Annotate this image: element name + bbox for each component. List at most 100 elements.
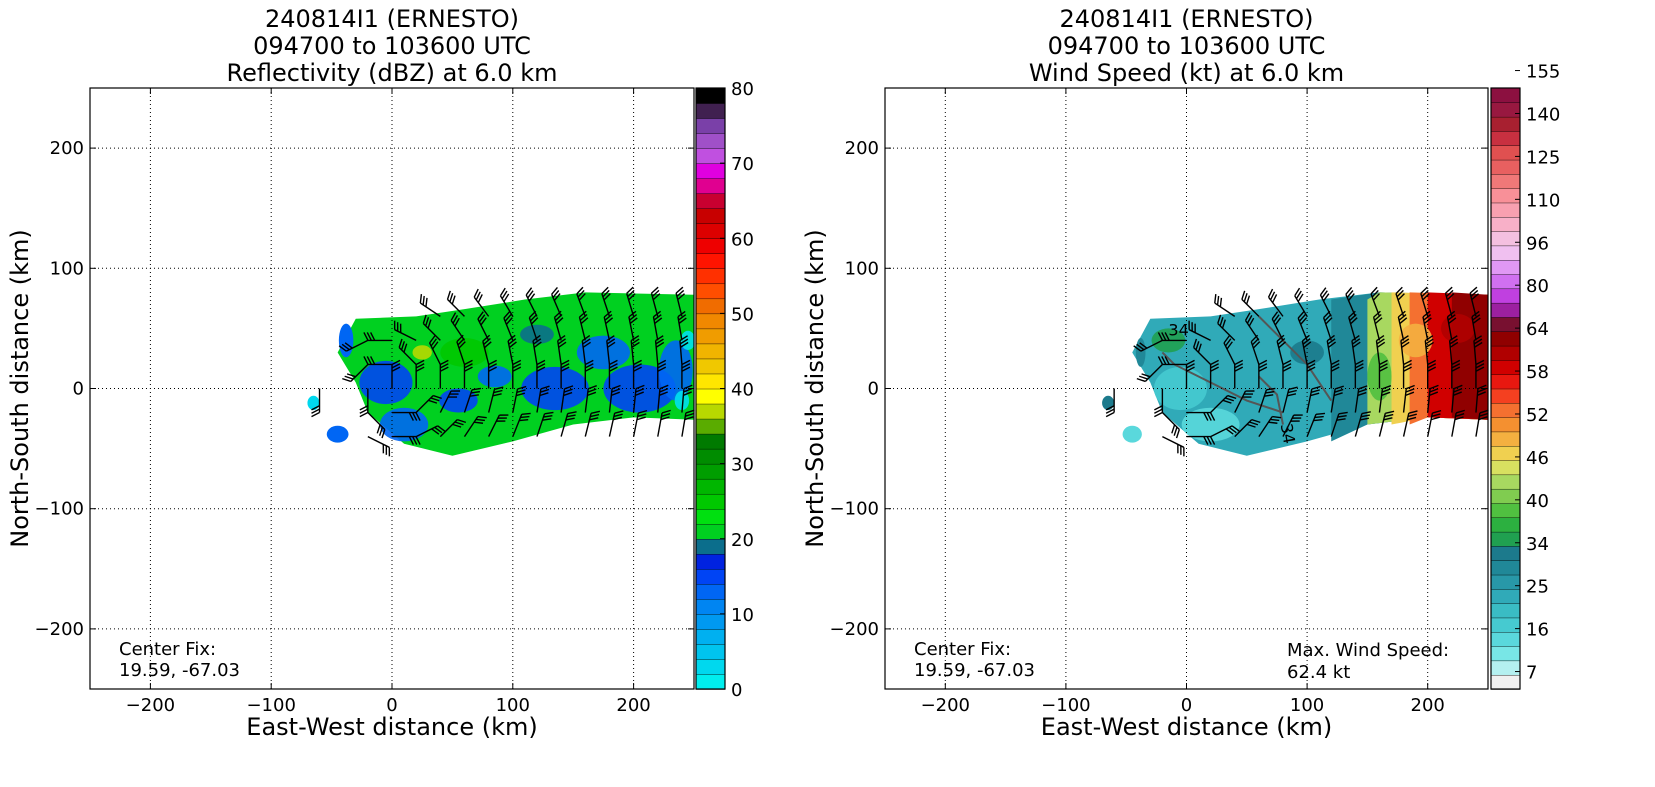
wind-barb-flag-42-1 [536, 363, 546, 369]
wind-barb-flag-34-0 [521, 412, 531, 415]
wind-barb-flag-76-1 [685, 412, 695, 417]
left-center-fix-value: 19.59, -67.03 [119, 660, 240, 681]
wind-barb-11 [415, 425, 438, 438]
wind-barb-flag-57-2 [1372, 293, 1380, 301]
wind-barb-flag-26-2 [1248, 317, 1255, 327]
right-colorbar-seg-15 [1490, 459, 1521, 476]
wind-barb-23 [463, 389, 473, 413]
wind-barb-flag-42-1 [1330, 363, 1340, 369]
right-colorbar-seg-9 [1490, 545, 1521, 561]
right-colorbar-seg-18 [1490, 416, 1521, 433]
wind-barb-flag-0-1 [311, 408, 320, 414]
wind-barb-flag-56-0 [1373, 310, 1381, 318]
wind-barb-flag-54-2 [584, 366, 594, 372]
wind-barb-flag-66-1 [1427, 363, 1437, 369]
wind-barb-flag-54-0 [1379, 359, 1388, 366]
wind-barb-21 [1214, 302, 1236, 317]
windspeed-outlier-0 [1102, 395, 1115, 411]
wind-barb-flag-66-0 [1427, 359, 1437, 366]
wind-barb-flag-39-2 [503, 293, 510, 302]
wind-barb-flag-64-1 [637, 413, 647, 418]
wind-barb-flag-53-2 [587, 391, 597, 397]
wind-barb-flag-12-1 [1224, 397, 1234, 402]
wind-barb-flag-51-2 [553, 293, 561, 301]
wind-barb-74 [1446, 316, 1453, 341]
left-colorbar-seg-20 [695, 373, 726, 390]
wind-barb-25 [1250, 341, 1260, 365]
wind-barb-flag-65-2 [1429, 391, 1439, 396]
wind-barb-flag-59-1 [611, 388, 621, 393]
wind-barb-flag-4-2 [1141, 373, 1151, 378]
wind-barb-74 [652, 316, 659, 341]
wind-barb-flag-10-0 [1157, 332, 1164, 341]
right-xtick-label-0: −200 [921, 695, 970, 716]
right-colorbar-seg-34 [1490, 187, 1521, 204]
wind-barb-flag-49-2 [558, 341, 567, 348]
wind-barb-4 [1144, 363, 1163, 382]
wind-barb-flag-7-1 [1206, 412, 1212, 421]
wind-barb-flag-44-1 [1324, 313, 1332, 322]
wind-barb-61 [1400, 340, 1405, 365]
right-colorbar-seg-26 [1490, 302, 1521, 318]
wind-barb-flag-58-1 [1407, 413, 1417, 418]
wind-barb-flag-37-1 [1302, 338, 1311, 345]
left-colorbar-seg-18 [695, 403, 726, 420]
wind-barb-flag-67-1 [1425, 338, 1434, 345]
wind-barb-flag-58-1 [613, 413, 623, 418]
wind-barb-flag-8-0 [1186, 359, 1195, 366]
wind-barb-flag-4-0 [1136, 377, 1146, 383]
wind-barb-flag-78-1 [1475, 363, 1485, 369]
wind-barb-flag-39-2 [1297, 293, 1304, 302]
wind-barb-flag-77-1 [683, 387, 693, 393]
wind-barb-14 [1193, 346, 1212, 365]
wind-barb-62 [603, 316, 611, 341]
wind-barb-flag-29-1 [493, 389, 503, 394]
wind-barb-flag-35-2 [515, 392, 526, 397]
wind-barb-34 [1306, 414, 1317, 437]
wind-barb-flag-71-2 [659, 391, 668, 396]
left-colorbar-label-0: 0 [731, 680, 742, 701]
wind-barb-flag-22-2 [1268, 421, 1278, 424]
left-colorbar-label-3: 30 [731, 455, 754, 476]
left-colorbar: 0 10 20 30 40 50 60 70 80 [695, 79, 754, 701]
wind-barb-flag-14-1 [1195, 341, 1200, 351]
wind-barb-flag-21-1 [1216, 295, 1220, 306]
wind-barb-41 [536, 388, 542, 413]
wind-barb-19 [428, 342, 441, 365]
reflectivity-outlier-2 [338, 323, 354, 358]
reflectivity-outlier-0 [307, 395, 320, 411]
wind-barb-flag-80-1 [1472, 314, 1481, 321]
left-colorbar-seg-11 [695, 508, 726, 525]
wind-barb-flag-4-1 [344, 375, 354, 380]
wind-barb-flag-75-1 [1445, 289, 1454, 297]
right-colorbar-seg-32 [1490, 216, 1521, 232]
wind-barb-flag-4-2 [346, 373, 356, 378]
wind-barb-flag-20-1 [1219, 317, 1224, 327]
left-colorbar-label-5: 50 [731, 304, 754, 325]
right-wind-barbs [1105, 286, 1489, 457]
wind-barb-flag-9-2 [370, 356, 376, 365]
wind-barb-flag-21-2 [425, 297, 428, 307]
wind-barb-flag-40-1 [1337, 414, 1347, 418]
wind-barb-64 [632, 412, 639, 437]
wind-barb-flag-5-1 [341, 343, 350, 351]
wind-barb-flag-55-0 [1376, 335, 1385, 342]
wind-barb-flag-40-1 [543, 414, 553, 418]
wind-barb-flag-16-2 [1246, 423, 1256, 428]
reflectivity-cell-11 [680, 330, 694, 351]
right-colorbar-seg-23 [1490, 345, 1521, 361]
wind-barb-flag-77-0 [1477, 384, 1487, 390]
wind-barb-flag-67-2 [631, 341, 640, 348]
wind-barb-flag-12-0 [1227, 394, 1237, 400]
wind-barb-flag-12-1 [430, 397, 440, 402]
wind-barb-flag-72-2 [657, 366, 667, 372]
wind-barb-flag-23-1 [470, 390, 481, 394]
right-colorbar-seg-28 [1490, 273, 1521, 290]
contour-34-2 [1258, 375, 1284, 425]
wind-barb-flag-10-2 [1164, 332, 1170, 341]
wind-barb-flag-13-1 [1210, 363, 1219, 369]
right-colorbar-label-14: 155 [1526, 62, 1560, 83]
wind-barb-59 [608, 388, 613, 413]
wind-barb-flag-9-0 [1157, 356, 1164, 365]
wind-barb-flag-0-2 [1105, 405, 1115, 411]
